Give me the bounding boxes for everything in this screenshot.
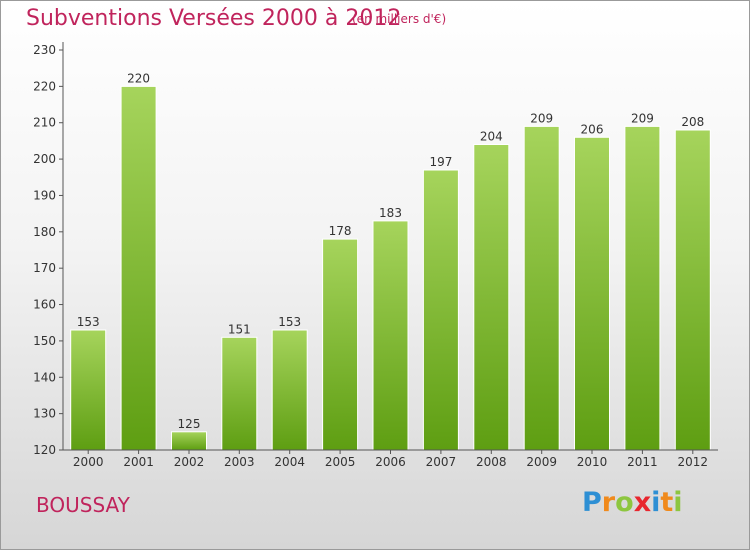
logo-letter: i	[651, 487, 661, 518]
data-label: 220	[127, 71, 150, 85]
data-label: 209	[530, 111, 553, 125]
bar-2000	[70, 329, 107, 451]
y-tick-label: 160	[33, 298, 56, 312]
y-tick-label: 120	[33, 443, 56, 457]
y-tick-label: 150	[33, 334, 56, 348]
x-tick-label: 2009	[526, 455, 557, 469]
bar-2001	[120, 85, 157, 451]
logo-letter: x	[633, 487, 652, 518]
x-tick-label: 2008	[476, 455, 507, 469]
bar-2006	[372, 220, 409, 451]
logo-letter: r	[601, 487, 616, 518]
x-tick-label: 2000	[73, 455, 104, 469]
x-tick-label: 2005	[325, 455, 356, 469]
data-label: 153	[77, 315, 100, 329]
bar-2011	[624, 125, 661, 451]
data-label: 178	[329, 224, 352, 238]
x-tick-label: 2007	[426, 455, 457, 469]
chart-unit: (en milliers d'€)	[352, 12, 447, 26]
y-tick-label: 210	[33, 116, 56, 130]
y-tick-label: 220	[33, 79, 56, 93]
data-label: 125	[178, 417, 201, 431]
bar-2004	[271, 329, 308, 451]
y-tick-label: 170	[33, 261, 56, 275]
y-tick-label: 190	[33, 189, 56, 203]
x-tick-label: 2012	[678, 455, 709, 469]
data-label: 208	[681, 115, 704, 129]
y-tick-label: 230	[33, 43, 56, 57]
bar-2012	[674, 129, 711, 451]
proxiti-logo: Proxiti	[582, 487, 683, 518]
bar-2003	[221, 336, 258, 451]
y-tick-label: 200	[33, 152, 56, 166]
x-tick-label: 2003	[224, 455, 255, 469]
bar-2009	[523, 125, 560, 451]
bar-2005	[322, 238, 359, 451]
logo-letter: o	[615, 487, 634, 518]
bar-2008	[473, 144, 510, 451]
bar-2002	[171, 431, 207, 451]
x-tick-label: 2004	[274, 455, 305, 469]
logo-letter: P	[582, 487, 602, 518]
bar-2007	[422, 169, 459, 451]
y-tick-label: 140	[33, 370, 56, 384]
x-tick-label: 2011	[627, 455, 658, 469]
data-label: 183	[379, 206, 402, 220]
x-tick-label: 2001	[123, 455, 154, 469]
data-label: 153	[278, 315, 301, 329]
chart-title: Subventions Versées 2000 à 2012	[26, 6, 402, 31]
x-tick-label: 2010	[577, 455, 608, 469]
data-label: 204	[480, 130, 503, 144]
logo-letter: t	[660, 487, 674, 518]
y-tick-label: 130	[33, 407, 56, 421]
x-tick-label: 2002	[174, 455, 205, 469]
logo-letter: i	[673, 487, 683, 518]
data-label: 209	[631, 111, 654, 125]
y-tick-label: 180	[33, 225, 56, 239]
x-tick-label: 2006	[375, 455, 406, 469]
data-label: 151	[228, 322, 251, 336]
place-name: BOUSSAY	[36, 493, 130, 517]
data-label: 206	[581, 122, 604, 136]
bar-2010	[574, 136, 610, 451]
data-label: 197	[429, 155, 452, 169]
